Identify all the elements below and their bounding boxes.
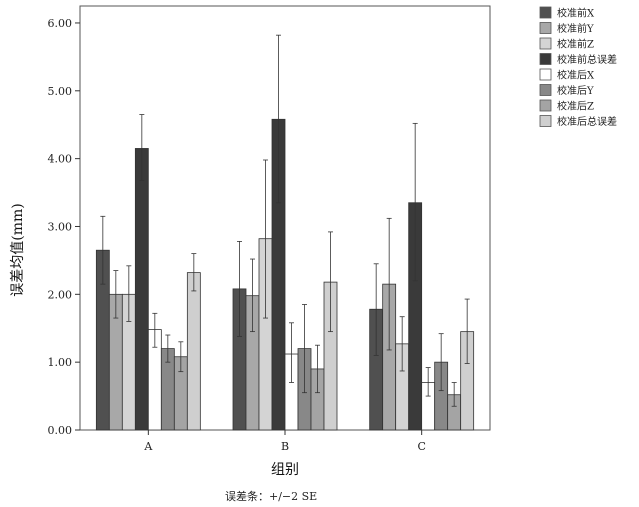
legend-swatch xyxy=(539,22,552,34)
y-tick-label: 0.00 xyxy=(48,424,73,437)
legend-swatch xyxy=(539,84,552,96)
y-tick-layer: 0.00 1.00 2.00 3.00 4.00 5.00 6.00 xyxy=(48,17,80,437)
legend-label: 校准后Z xyxy=(557,100,594,113)
legend-label: 校准后Y xyxy=(557,84,594,97)
y-tick-label: 1.00 xyxy=(48,356,73,369)
legend-swatch xyxy=(539,37,552,50)
legend-swatch xyxy=(539,53,552,65)
x-tick-label: B xyxy=(281,440,289,453)
legend-swatch xyxy=(539,68,552,81)
bars-layer xyxy=(95,34,475,431)
x-axis-title: 组别 xyxy=(271,462,299,478)
legend-label: 校准前总误差 xyxy=(557,53,617,66)
legend-label: 校准前Z xyxy=(557,38,594,51)
y-tick-label: 5.00 xyxy=(48,85,73,98)
legend-swatch xyxy=(539,99,552,112)
y-tick-label: 3.00 xyxy=(48,220,73,233)
x-tick-label: A xyxy=(143,440,153,453)
x-tick-layer: A B C xyxy=(143,430,426,453)
y-tick-label: 6.00 xyxy=(48,17,73,30)
bar xyxy=(186,272,201,431)
legend-swatch xyxy=(539,115,552,127)
legend-swatch xyxy=(539,6,552,19)
legend-label: 校准前X xyxy=(557,7,595,20)
y-tick-label: 2.00 xyxy=(48,288,73,301)
y-axis-title: 误差均值(mm) xyxy=(10,203,26,296)
legend-label: 校准后X xyxy=(557,69,595,82)
bar xyxy=(134,148,149,431)
legend-label: 校准后总误差 xyxy=(557,115,617,128)
error-bar-footnote: 误差条：+/−2 SE xyxy=(225,489,317,503)
x-tick-label: C xyxy=(417,440,425,453)
legend-label: 校准前Y xyxy=(557,22,594,35)
y-tick-label: 4.00 xyxy=(48,153,73,166)
